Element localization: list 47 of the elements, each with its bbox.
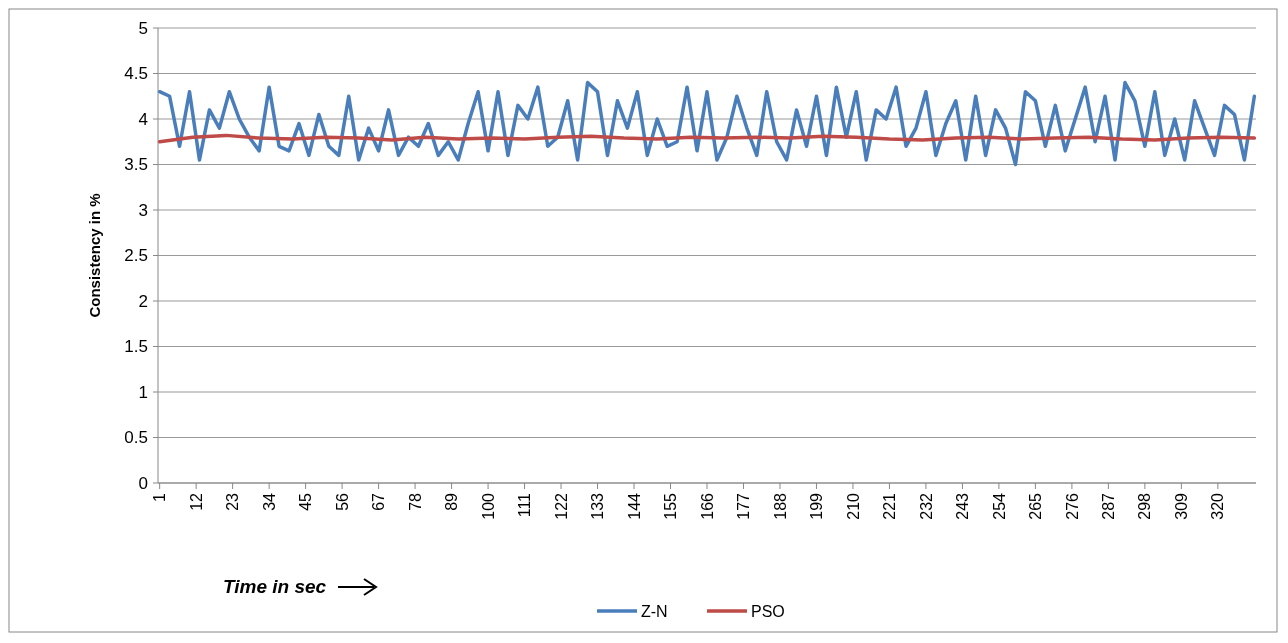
y-tick-label: 3 [138, 200, 148, 220]
legend-label: PSO [751, 602, 785, 620]
x-tick-label: 133 [589, 492, 607, 520]
line-series [157, 133, 1257, 144]
y-tick-label: 0 [138, 473, 148, 493]
x-tick-label: 12 [187, 492, 205, 511]
x-tick-label: 243 [954, 492, 972, 520]
x-tick-label: 144 [625, 492, 643, 520]
y-tick-label: 2 [138, 291, 148, 311]
y-tick-label: 0.5 [124, 428, 148, 448]
x-tick-label: 100 [479, 492, 497, 520]
x-tick-label: 56 [333, 492, 351, 511]
x-tick-label: 111 [516, 492, 534, 518]
legend-label: Z-N [641, 602, 668, 620]
x-tick-label: 188 [771, 492, 789, 520]
x-tick-label: 265 [1027, 492, 1044, 520]
x-tick-label: 309 [1172, 492, 1190, 520]
x-tick-label: 199 [808, 492, 826, 520]
x-tick-label: 166 [698, 492, 716, 520]
y-tick-label: 2.5 [124, 246, 148, 266]
y-tick-label: 4.5 [124, 64, 148, 84]
x-tick-label: 298 [1136, 492, 1154, 520]
x-tick-label: 34 [260, 492, 278, 511]
y-tick-label: 5 [138, 18, 148, 38]
y-tick-label: 3.5 [124, 155, 148, 175]
x-tick-label: 232 [917, 492, 935, 520]
x-tick-label: 221 [881, 492, 899, 520]
x-tick-label: 155 [662, 492, 680, 520]
y-tick-label: 4 [138, 109, 148, 129]
x-tick-label: 276 [1063, 492, 1081, 520]
y-axis-title: Consistency in % [86, 193, 103, 318]
x-tick-label: 210 [844, 492, 862, 520]
x-tick-label: 45 [297, 492, 315, 511]
x-tick-label: 78 [406, 492, 424, 511]
x-tick-label: 320 [1209, 492, 1227, 520]
y-tick-label: 1.5 [124, 337, 148, 357]
x-tick-label: 23 [224, 492, 242, 511]
y-tick-label: 1 [138, 382, 148, 402]
x-tick-label: 287 [1099, 492, 1117, 520]
x-tick-label: 254 [990, 492, 1008, 520]
x-axis-title: Time in sec [223, 576, 327, 597]
x-tick-label: 89 [443, 492, 461, 511]
line-series [157, 80, 1257, 167]
x-tick-label: 122 [552, 492, 570, 520]
x-tick-label: 177 [735, 492, 753, 520]
x-tick-label: 1 [151, 492, 169, 502]
x-tick-label: 67 [370, 492, 388, 511]
